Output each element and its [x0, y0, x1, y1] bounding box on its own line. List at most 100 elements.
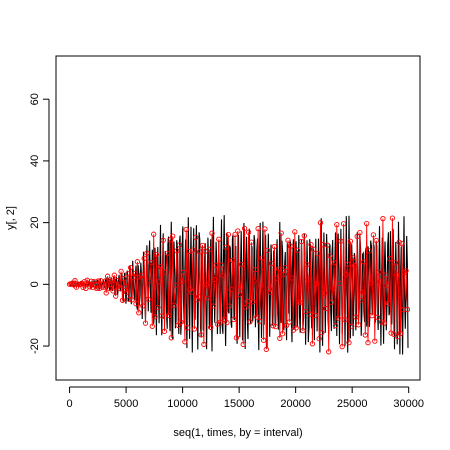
series-point	[279, 331, 286, 337]
series-point	[389, 215, 396, 221]
series-point	[190, 247, 196, 253]
series-point	[224, 319, 230, 326]
series-point	[87, 284, 93, 290]
series-point	[144, 250, 150, 256]
series-point	[391, 331, 397, 337]
series-point	[252, 266, 259, 273]
series-point	[374, 314, 381, 320]
series-point	[108, 278, 115, 284]
series-point	[233, 335, 240, 341]
series-point	[193, 234, 199, 240]
series-point	[309, 341, 316, 347]
series-point	[388, 330, 394, 336]
series-point	[364, 220, 370, 227]
series-point	[396, 239, 402, 245]
series-point	[313, 281, 320, 287]
series-point	[237, 284, 244, 290]
series-point	[217, 319, 223, 325]
series-point	[340, 221, 347, 227]
x-tick-label: 25000	[337, 398, 368, 410]
series-point	[298, 238, 305, 245]
series-point	[335, 315, 341, 321]
series-point	[351, 263, 358, 269]
series-point	[294, 247, 301, 253]
series-point	[208, 324, 214, 330]
series-point	[365, 339, 371, 346]
series-point	[368, 279, 374, 286]
series-point	[286, 319, 292, 325]
series-point	[231, 316, 237, 323]
series-point	[122, 283, 128, 289]
series-point	[153, 251, 160, 258]
series-point	[269, 260, 275, 267]
series-point	[210, 303, 217, 309]
series-point	[277, 335, 283, 341]
series-point	[146, 278, 153, 284]
series-point	[159, 313, 165, 319]
series-point	[80, 284, 86, 291]
series-point	[342, 316, 348, 323]
series-point	[167, 237, 173, 243]
series-point	[226, 303, 233, 309]
series-point	[250, 298, 256, 305]
series-point	[81, 278, 88, 285]
series-point	[301, 233, 307, 239]
series-point	[382, 272, 389, 278]
series-point	[251, 278, 257, 284]
series-point	[316, 335, 322, 342]
series-point	[264, 247, 271, 254]
series-point	[145, 296, 151, 302]
series-point	[353, 314, 359, 320]
series-point	[88, 278, 94, 284]
series-point	[156, 279, 162, 285]
series-point	[271, 243, 278, 250]
series-point	[256, 318, 263, 324]
series-point	[171, 302, 177, 308]
series-point	[236, 291, 242, 298]
series-point	[247, 319, 253, 325]
series-point	[142, 320, 149, 326]
x-tick-label: 20000	[280, 398, 311, 410]
series-point	[187, 286, 193, 292]
series-point	[349, 323, 355, 329]
series-point	[358, 297, 364, 303]
series-point	[384, 282, 390, 288]
series-point	[229, 257, 236, 264]
series-point	[359, 289, 366, 296]
series-point	[138, 272, 145, 278]
series-point	[232, 231, 238, 238]
series-point	[317, 220, 324, 226]
series-point	[195, 293, 202, 300]
series-point	[305, 276, 311, 282]
series-point	[366, 248, 373, 254]
series-point	[132, 271, 138, 277]
series-point	[218, 262, 225, 268]
series-point	[300, 327, 306, 334]
series-point	[205, 295, 211, 301]
series-point	[393, 272, 400, 278]
series-point	[338, 238, 344, 244]
series-point	[361, 259, 367, 265]
series-point	[216, 236, 222, 242]
series-point	[319, 329, 325, 336]
series-point	[273, 323, 279, 330]
series-point	[170, 233, 176, 239]
series-point	[334, 221, 340, 228]
series-point	[282, 264, 288, 271]
series-point	[404, 306, 411, 313]
series-point	[140, 303, 146, 309]
series-point	[106, 285, 112, 291]
series-point	[141, 255, 147, 262]
series-point	[244, 298, 250, 304]
series-point	[160, 237, 166, 243]
series-point	[199, 242, 206, 249]
series-point	[243, 304, 249, 310]
series-point	[302, 308, 309, 315]
series-layer	[66, 215, 411, 355]
series-point	[113, 293, 119, 299]
series-point	[397, 330, 404, 337]
series-point	[152, 313, 158, 320]
series-point	[248, 239, 255, 245]
series-point	[385, 300, 392, 306]
plot-frame	[55, 55, 421, 381]
